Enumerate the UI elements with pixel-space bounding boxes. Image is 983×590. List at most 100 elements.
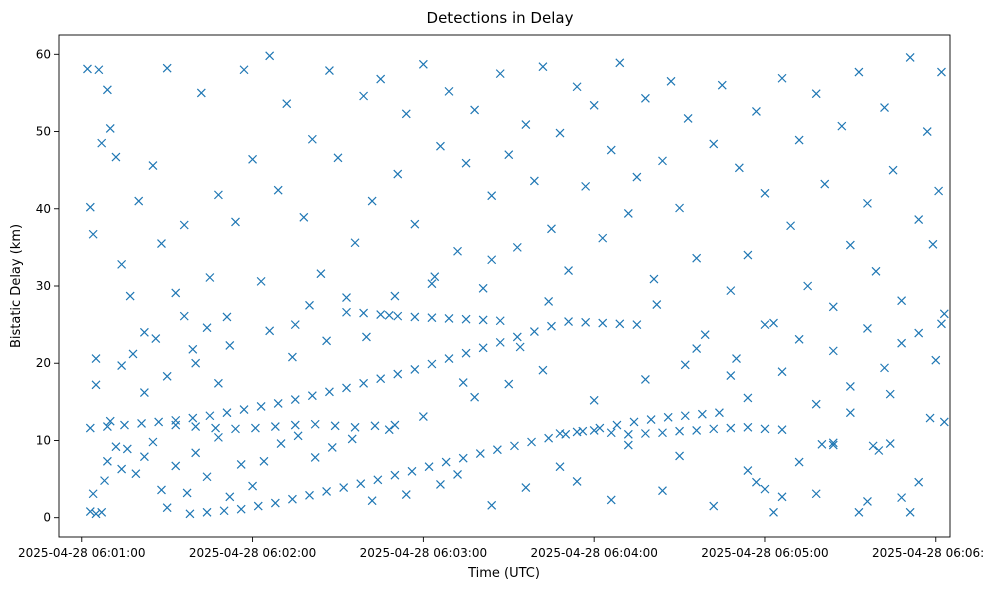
data-point: [376, 310, 386, 319]
data-point: [202, 472, 212, 482]
data-point: [196, 88, 206, 98]
data-point: [632, 172, 642, 182]
data-point: [342, 307, 351, 317]
data-point: [236, 459, 246, 469]
data-point: [683, 113, 693, 123]
data-point: [342, 383, 351, 393]
data-point: [202, 507, 212, 517]
data-point: [117, 464, 127, 474]
data-point: [529, 176, 539, 186]
data-point: [305, 490, 314, 500]
data-point: [256, 402, 266, 411]
data-point: [148, 161, 158, 170]
data-point: [828, 440, 838, 450]
data-point: [905, 507, 915, 517]
chart-title: Detections in Delay: [427, 9, 574, 27]
data-point: [871, 266, 881, 276]
data-point: [182, 488, 192, 498]
data-point: [441, 457, 451, 467]
y-tick-label: 50: [36, 125, 51, 139]
y-tick-label: 10: [36, 433, 51, 447]
data-point: [111, 152, 121, 162]
data-point: [211, 423, 220, 433]
data-point: [487, 500, 497, 510]
data-point: [547, 321, 556, 331]
data-point: [157, 485, 166, 495]
data-point: [367, 196, 377, 206]
data-point: [293, 431, 303, 441]
data-point: [845, 408, 855, 418]
data-point: [248, 154, 257, 164]
y-tick-label: 20: [36, 356, 51, 370]
data-point: [100, 476, 109, 486]
data-point: [273, 185, 283, 195]
data-point: [646, 415, 656, 425]
y-axis-label: Bistatic Delay (km): [9, 224, 24, 348]
data-point: [512, 242, 522, 252]
data-point: [732, 354, 741, 364]
data-point: [470, 392, 480, 402]
data-point: [128, 349, 138, 359]
data-point: [427, 359, 437, 369]
data-point: [265, 326, 275, 336]
data-point: [102, 85, 112, 95]
data-point: [222, 312, 232, 322]
data-point: [612, 420, 622, 430]
data-point: [478, 343, 488, 353]
data-point: [495, 69, 505, 79]
data-point: [544, 433, 554, 443]
data-point: [125, 291, 135, 301]
data-point: [444, 86, 454, 96]
data-point: [299, 212, 309, 222]
data-point: [714, 408, 724, 418]
data-point: [680, 360, 690, 370]
data-point: [91, 509, 101, 519]
data-point: [885, 389, 895, 399]
data-point: [339, 483, 349, 492]
data-point: [658, 428, 667, 438]
data-point: [105, 124, 115, 133]
data-point: [393, 369, 403, 379]
data-point: [171, 420, 181, 430]
data-point: [922, 127, 932, 136]
data-point: [148, 437, 158, 447]
data-point: [461, 348, 471, 358]
data-point: [185, 509, 195, 519]
data-point: [931, 355, 941, 365]
data-point: [640, 375, 650, 384]
data-point: [726, 286, 736, 296]
data-point: [342, 293, 351, 303]
data-point: [222, 408, 232, 418]
data-point: [743, 466, 753, 476]
data-point: [330, 421, 340, 431]
data-point: [828, 302, 838, 312]
data-point: [555, 462, 565, 472]
data-point: [117, 259, 127, 269]
x-tick-label: 2025-04-28 06:04:00: [530, 546, 657, 560]
data-point: [854, 67, 864, 77]
data-point: [564, 266, 573, 275]
data-point: [111, 442, 121, 452]
data-point: [845, 381, 855, 391]
data-point: [475, 449, 485, 459]
data-point: [606, 145, 616, 155]
data-point: [803, 281, 813, 291]
data-point: [845, 240, 855, 250]
data-point: [427, 313, 437, 323]
data-point: [905, 52, 915, 62]
data-point: [504, 150, 514, 160]
data-point: [105, 416, 115, 426]
data-point: [88, 489, 98, 499]
data-point: [478, 315, 488, 325]
data-point: [888, 165, 898, 175]
data-point: [384, 310, 394, 320]
y-tick-label: 40: [36, 202, 51, 216]
data-point: [492, 445, 502, 455]
data-point: [333, 153, 343, 163]
data-point: [555, 429, 565, 438]
data-point: [179, 220, 189, 230]
data-point: [606, 495, 616, 505]
data-point: [675, 203, 684, 213]
data-point: [495, 316, 505, 326]
data-point: [811, 89, 821, 99]
